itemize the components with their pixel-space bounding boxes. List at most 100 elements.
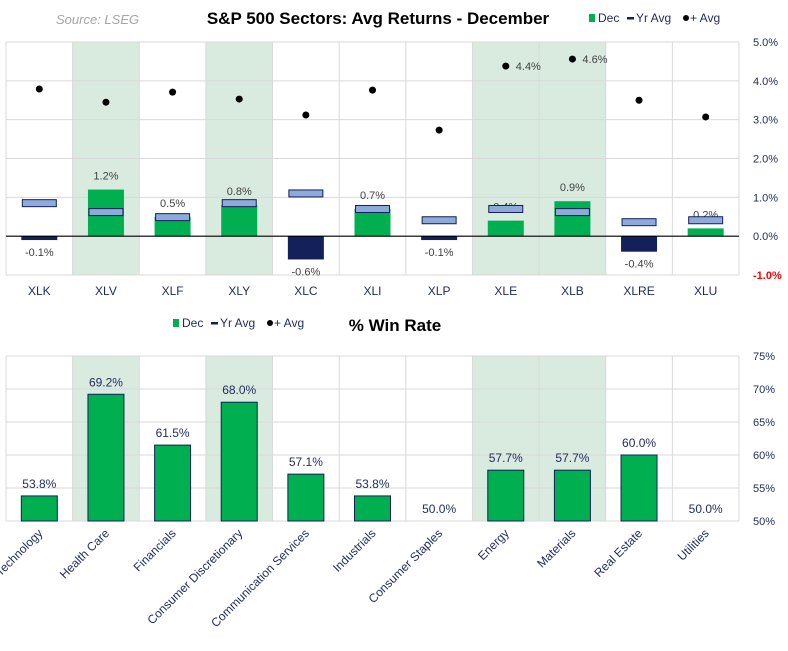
x-category-label: Financials: [131, 526, 179, 574]
x-category-label: XLY: [228, 284, 250, 298]
chart-title-winrate: % Win Rate: [349, 316, 441, 335]
win-rate-bar: [354, 495, 391, 522]
win-rate-bar: [553, 469, 591, 522]
x-category-label: Industrials: [330, 526, 379, 575]
win-rate-bar: [487, 469, 525, 522]
returns-chart: 5.0% 4.0% 3.0% 2.0% 1.0% 0.0% -1.0% -0.1% XLK 1.2…: [5, 37, 782, 298]
y-tick-label: 50%: [753, 516, 775, 528]
plus-avg-dot: [169, 88, 177, 96]
legend-winrate: Dec Yr Avg + Avg: [173, 316, 304, 330]
win-rate-bar: [20, 495, 58, 522]
win-rate-bar: [287, 473, 325, 522]
x-category-label: XLRE: [623, 284, 654, 298]
y-tick-label: -1.0%: [753, 270, 782, 282]
x-category-label: XLI: [363, 284, 381, 298]
dec-data-label: 0.8%: [227, 186, 252, 198]
winrate-chart: 75% 70% 65% 60% 55% 50% 53.8% Technology 69.2% He…: [0, 351, 775, 630]
plus-avg-dot: [702, 113, 710, 121]
x-category-label: Health Care: [57, 526, 112, 581]
yr-avg-marker: [288, 189, 324, 198]
legend-dec-label: Dec: [598, 11, 619, 25]
dec-data-label: 0.7%: [360, 190, 385, 202]
y-tick-label: 4.0%: [753, 76, 778, 88]
y-tick-label: 1.0%: [753, 192, 778, 204]
y-tick-label: 0.0%: [753, 231, 778, 243]
yr-avg-marker: [488, 204, 524, 213]
y-tick-label: 3.0%: [753, 115, 778, 127]
win-rate-label: 61.5%: [156, 426, 190, 440]
dec-bar: [354, 208, 391, 237]
legend-dec-label: Dec: [182, 316, 203, 330]
win-rate-label: 50.0%: [689, 502, 723, 516]
dec-data-label: -0.1%: [25, 247, 54, 259]
yr-avg-marker: [621, 218, 657, 227]
win-rate-bar: [220, 401, 258, 522]
dec-data-label: 1.2%: [93, 171, 118, 183]
win-rate-label: 69.2%: [89, 375, 123, 389]
dec-data-label: 0.5%: [160, 198, 185, 210]
x-category-label: XLB: [561, 284, 584, 298]
y-tick-label: 5.0%: [753, 37, 778, 49]
legend-plusavg-swatch: [267, 320, 273, 326]
dec-data-label: -0.6%: [291, 266, 320, 278]
plus-avg-dot: [102, 98, 110, 106]
dec-data-label: 0.9%: [560, 182, 585, 194]
legend-plusavg-swatch: [683, 15, 689, 21]
win-rate-bar: [87, 393, 125, 522]
dec-bar: [154, 216, 191, 237]
yr-avg-marker: [155, 213, 191, 222]
plus-avg-dot: [302, 111, 310, 119]
dec-bar: [421, 236, 458, 241]
win-rate-label: 60.0%: [622, 436, 656, 450]
x-category-label: Technology: [0, 526, 45, 579]
legend-dec-swatch: [589, 14, 595, 22]
plus-avg-label: 4.4%: [516, 61, 541, 73]
chart-title-returns: S&P 500 Sectors: Avg Returns - December: [207, 9, 550, 28]
x-category-label: XLP: [428, 284, 451, 298]
x-category-label: XLK: [28, 284, 51, 298]
dec-bar: [554, 201, 591, 237]
source-note: Source: LSEG: [56, 12, 139, 27]
win-rate-label: 53.8%: [355, 477, 389, 491]
x-category-label: Real Estate: [591, 526, 645, 580]
legend-yravg-label: Yr Avg: [636, 11, 671, 25]
x-category-label: XLE: [494, 284, 517, 298]
dec-data-label: -0.4%: [625, 259, 654, 271]
legend-returns: Dec Yr Avg + Avg: [589, 11, 720, 25]
legend-yravg-label: Yr Avg: [220, 316, 255, 330]
yr-avg-marker: [88, 208, 124, 217]
win-rate-label: 57.7%: [489, 451, 523, 465]
x-category-label: Consumer Staples: [366, 526, 446, 606]
dec-bar: [287, 236, 324, 260]
y-tick-label: 65%: [753, 417, 775, 429]
win-rate-label: 53.8%: [22, 477, 56, 491]
yr-avg-marker: [21, 199, 57, 208]
y-tick-label: 60%: [753, 450, 775, 462]
dec-bar: [21, 236, 58, 241]
plus-avg-dot: [502, 62, 510, 70]
y-tick-label: 2.0%: [753, 154, 778, 166]
dec-bar: [621, 236, 658, 252]
legend-yravg-swatch: [627, 17, 634, 20]
win-rate-bar: [154, 444, 192, 522]
legend-yravg-swatch: [211, 322, 218, 325]
legend-plusavg-label: + Avg: [274, 316, 304, 330]
win-rate-label: 68.0%: [222, 383, 256, 397]
dec-bar: [221, 205, 258, 237]
legend-plusavg-label: + Avg: [690, 11, 720, 25]
plus-avg-dot: [369, 86, 376, 94]
plus-avg-dot: [568, 55, 576, 63]
win-rate-label: 57.7%: [555, 451, 589, 465]
yr-avg-marker: [688, 216, 724, 225]
y-tick-label: 70%: [753, 384, 775, 396]
yr-avg-marker: [421, 216, 457, 225]
x-category-label: Materials: [534, 526, 578, 570]
yr-avg-marker: [221, 199, 257, 208]
x-category-label: Utilities: [675, 526, 712, 563]
win-rate-bar: [620, 454, 658, 522]
plus-avg-dot: [35, 85, 43, 93]
win-rate-label: 57.1%: [289, 455, 323, 469]
plus-avg-dot: [235, 95, 243, 103]
plus-avg-dot: [435, 126, 443, 134]
